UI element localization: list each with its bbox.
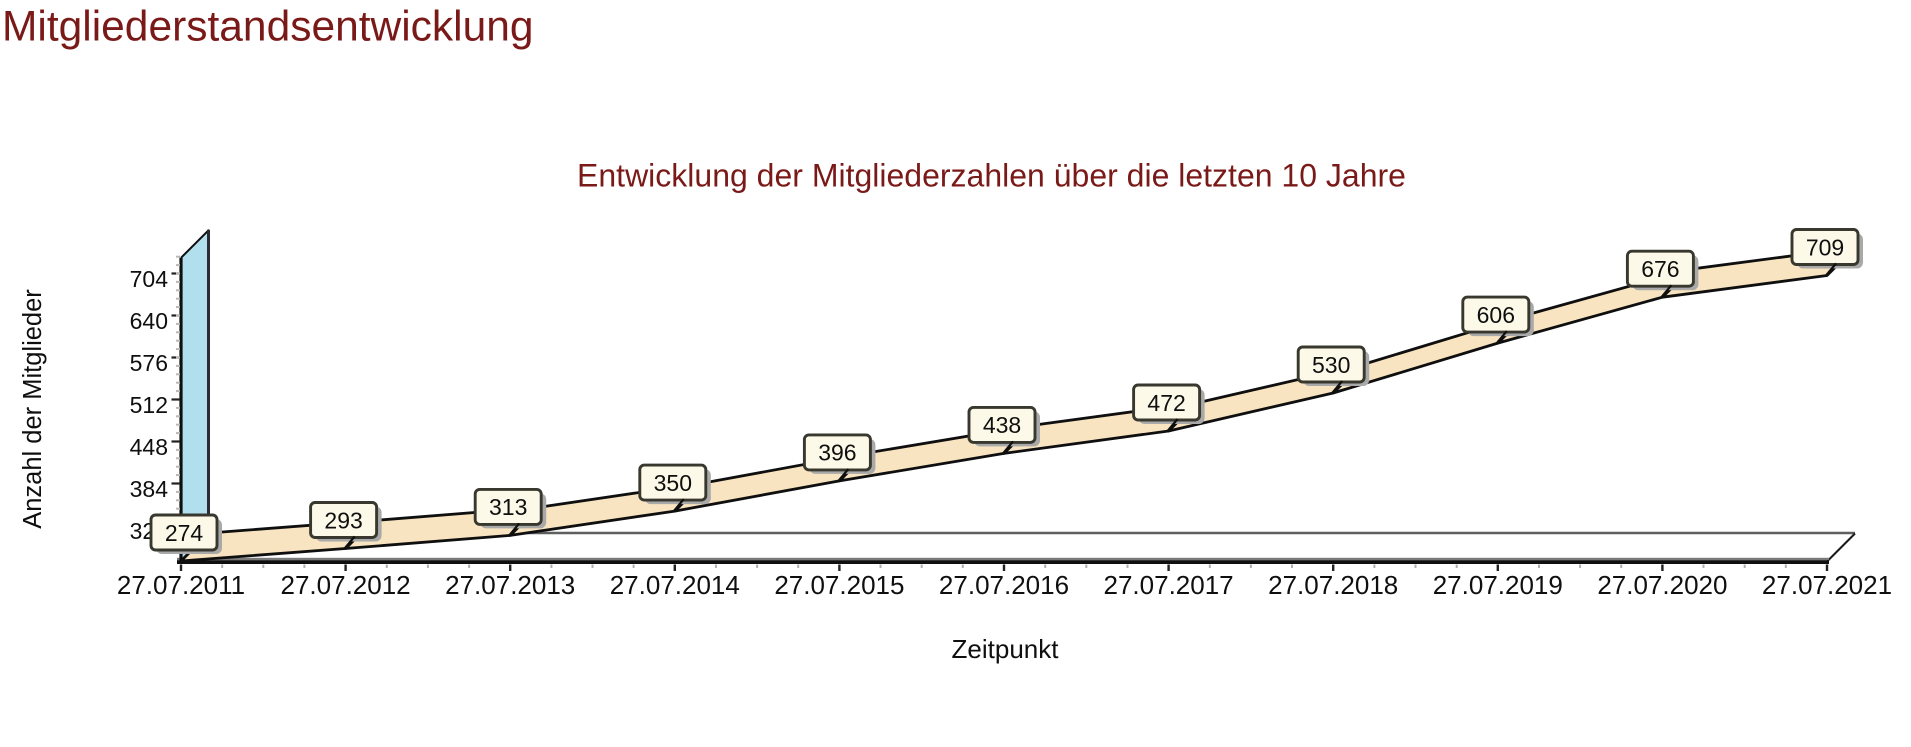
svg-text:27.07.2018: 27.07.2018 [1268, 570, 1398, 600]
svg-text:27.07.2021: 27.07.2021 [1762, 570, 1892, 600]
svg-text:27.07.2013: 27.07.2013 [445, 570, 575, 600]
svg-text:438: 438 [983, 412, 1021, 438]
svg-text:27.07.2020: 27.07.2020 [1597, 570, 1727, 600]
svg-text:704: 704 [130, 266, 169, 292]
svg-text:384: 384 [130, 476, 169, 502]
svg-text:27.07.2019: 27.07.2019 [1433, 570, 1563, 600]
svg-text:606: 606 [1477, 302, 1515, 328]
svg-text:709: 709 [1806, 234, 1844, 260]
svg-text:530: 530 [1312, 352, 1350, 378]
svg-text:512: 512 [130, 392, 168, 418]
svg-text:27.07.2017: 27.07.2017 [1104, 570, 1234, 600]
svg-text:Zeitpunkt: Zeitpunkt [952, 634, 1060, 664]
svg-text:293: 293 [324, 507, 362, 533]
svg-text:640: 640 [130, 308, 168, 334]
svg-text:27.07.2012: 27.07.2012 [281, 570, 411, 600]
svg-text:Entwicklung der Mitgliederzahl: Entwicklung der Mitgliederzahlen über di… [577, 158, 1406, 194]
svg-text:27.07.2011: 27.07.2011 [117, 570, 245, 600]
svg-text:448: 448 [130, 434, 168, 460]
svg-text:313: 313 [489, 494, 527, 520]
svg-text:396: 396 [818, 440, 856, 466]
svg-text:576: 576 [130, 350, 168, 376]
svg-text:274: 274 [165, 520, 204, 546]
svg-text:27.07.2014: 27.07.2014 [610, 570, 740, 600]
svg-text:472: 472 [1147, 390, 1185, 416]
svg-text:676: 676 [1641, 256, 1679, 282]
svg-text:Anzahl der Mitglieder: Anzahl der Mitglieder [19, 289, 47, 529]
svg-text:Mitgliederstandsentwicklung: Mitgliederstandsentwicklung [2, 4, 534, 51]
svg-text:27.07.2015: 27.07.2015 [774, 570, 904, 600]
svg-text:350: 350 [654, 470, 692, 496]
svg-text:27.07.2016: 27.07.2016 [939, 570, 1069, 600]
